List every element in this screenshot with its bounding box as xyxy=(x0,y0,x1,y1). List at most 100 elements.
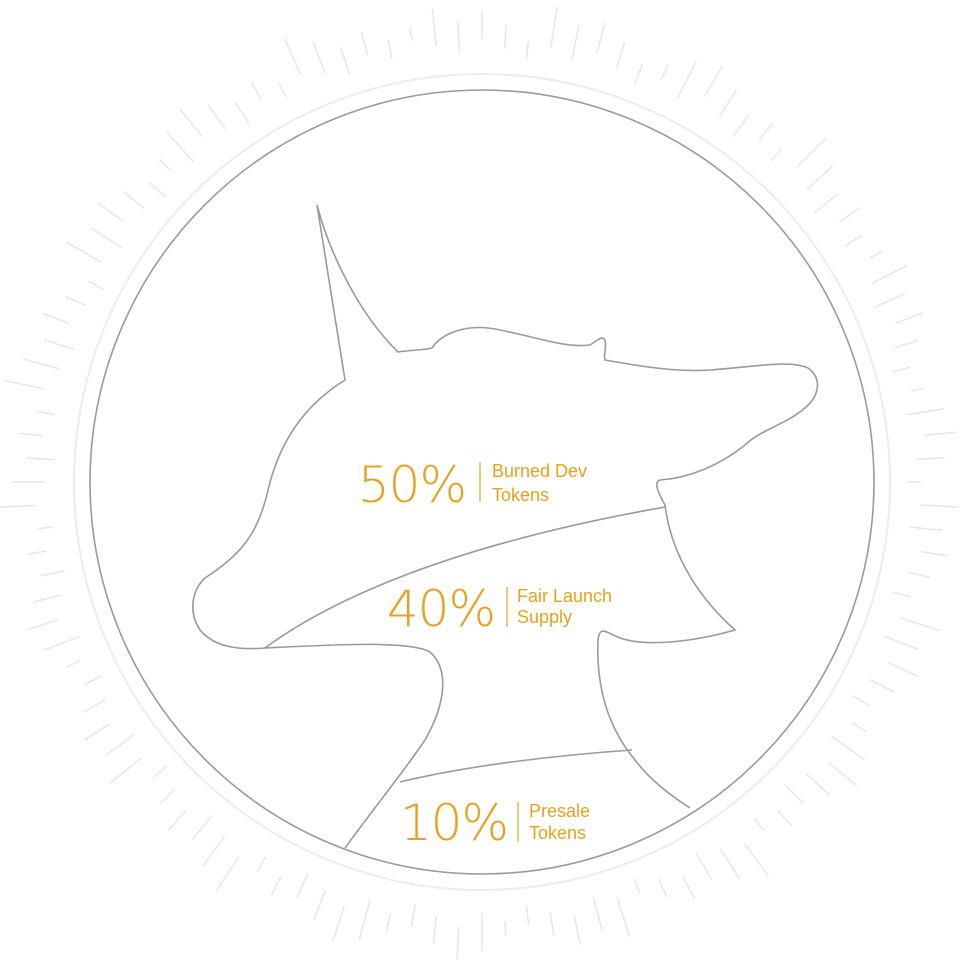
segment-label: Tokens xyxy=(529,823,586,843)
decor-tick xyxy=(84,674,103,686)
decor-tick xyxy=(868,250,883,260)
decor-tick xyxy=(42,312,69,324)
decor-tick xyxy=(278,83,287,98)
decor-tick xyxy=(839,206,861,223)
decor-tick xyxy=(43,338,75,351)
decor-tick xyxy=(657,878,668,898)
decor-tick xyxy=(851,721,867,733)
decor-tick xyxy=(191,814,213,840)
decor-tick xyxy=(250,82,263,101)
decor-tick xyxy=(784,784,804,804)
decor-tick xyxy=(312,42,327,75)
percent: 10% xyxy=(400,794,508,852)
decor-tick xyxy=(525,41,530,60)
decor-tick xyxy=(97,202,124,222)
decor-tick xyxy=(806,165,834,191)
decor-tick xyxy=(84,723,111,741)
decor-tick xyxy=(828,762,858,786)
decor-tick xyxy=(777,809,793,827)
decor-tick xyxy=(83,698,106,713)
decor-tick xyxy=(149,182,166,198)
decor-tick xyxy=(911,387,926,392)
decor-tick xyxy=(90,227,122,249)
decor-tick xyxy=(109,757,142,785)
decor-tick xyxy=(22,358,60,370)
decor-tick xyxy=(895,312,923,324)
decor-tick xyxy=(123,191,145,209)
decor-tick xyxy=(385,913,392,932)
decor-tick xyxy=(900,617,941,632)
decor-tick xyxy=(888,662,919,677)
decor-tick xyxy=(844,234,863,247)
decor-tick xyxy=(409,26,413,41)
decor-tick xyxy=(814,193,839,214)
decor-tick xyxy=(503,25,507,49)
segment-label: Presale xyxy=(529,801,590,821)
decor-tick xyxy=(615,42,626,69)
decor-tick xyxy=(19,432,43,437)
decor-tick xyxy=(907,571,931,578)
decor-tick xyxy=(0,504,37,509)
percent: 40% xyxy=(387,580,495,638)
decor-tick xyxy=(36,410,55,416)
decor-tick xyxy=(570,25,580,62)
inner-ring xyxy=(89,89,875,875)
decor-tick xyxy=(26,618,60,631)
decor-tick xyxy=(873,292,906,309)
unicorn-outline xyxy=(192,204,819,849)
decor-tick xyxy=(410,903,416,927)
decor-tick xyxy=(153,765,167,778)
decor-tick xyxy=(592,897,603,931)
decor-tick xyxy=(32,594,62,604)
decor-tick xyxy=(549,911,555,936)
decor-tick xyxy=(166,131,195,163)
decor-tick xyxy=(360,31,369,56)
decor-tick xyxy=(894,339,918,349)
decor-tick xyxy=(923,431,957,437)
decor-tick xyxy=(26,457,55,461)
decor-tick xyxy=(753,818,766,832)
decor-tick xyxy=(916,457,945,460)
decor-tick xyxy=(871,264,908,284)
decor-tick xyxy=(159,788,176,805)
decor-tick xyxy=(431,8,437,47)
decor-tick xyxy=(432,915,438,944)
decor-tick xyxy=(313,889,327,921)
decor-tick xyxy=(42,635,80,652)
outer-ring xyxy=(73,73,891,891)
decor-tick xyxy=(105,734,135,756)
decor-tick xyxy=(893,591,912,598)
decor-tick xyxy=(633,878,641,894)
decor-tick xyxy=(284,38,302,75)
decor-tick xyxy=(633,63,644,85)
decor-tick xyxy=(660,64,669,81)
decor-tick xyxy=(235,102,251,125)
decor-tick xyxy=(909,526,943,532)
decor-tick xyxy=(270,875,283,896)
divider-lower xyxy=(399,749,633,783)
decor-tick xyxy=(677,61,697,99)
decor-tick xyxy=(884,635,920,651)
decor-tick xyxy=(758,122,774,140)
decor-tick xyxy=(831,735,866,761)
decor-tick xyxy=(892,366,912,373)
decor-tick xyxy=(256,856,267,873)
decor-tick xyxy=(296,872,309,898)
decor-tick xyxy=(920,504,959,508)
decor-tick xyxy=(525,905,530,925)
decor-tick xyxy=(387,39,393,59)
decor-tick xyxy=(65,241,103,264)
decor-tick xyxy=(66,660,81,668)
decor-tick xyxy=(332,905,345,942)
decor-tick xyxy=(744,843,769,877)
decor-tick xyxy=(682,876,696,900)
decor-tick xyxy=(457,20,461,54)
decor-tick xyxy=(770,148,783,162)
decor-tick xyxy=(732,115,749,137)
decor-tick xyxy=(40,570,65,577)
segment-label: Fair Launch xyxy=(517,586,612,606)
decor-tick xyxy=(851,694,872,708)
decor-tick xyxy=(358,899,371,941)
decor-tick xyxy=(504,921,507,936)
